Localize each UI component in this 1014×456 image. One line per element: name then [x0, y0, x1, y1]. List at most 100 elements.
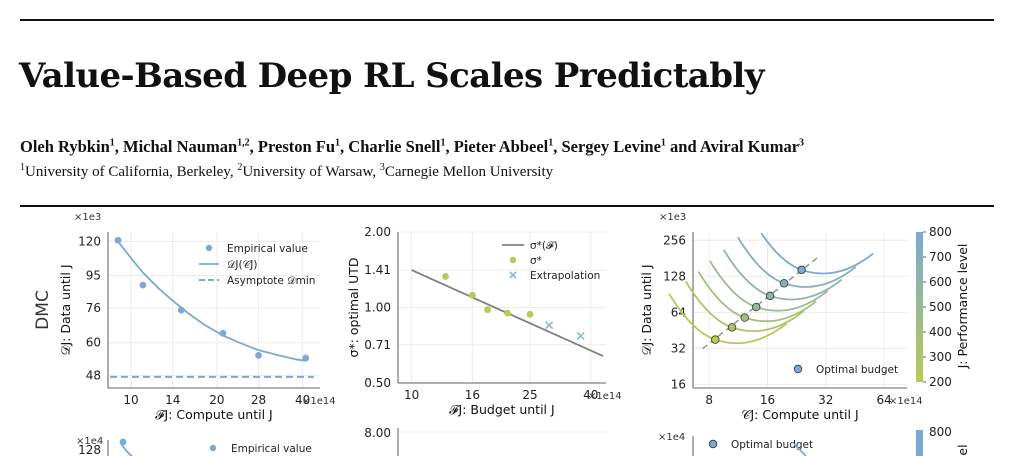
- x-tick-label: 14: [165, 393, 180, 407]
- legend-label: Asymptote 𝒟min: [227, 275, 315, 287]
- x-axis-label: 𝓕J: Compute until J: [155, 407, 272, 422]
- data-point: [139, 281, 147, 289]
- colorbar-label: el: [955, 444, 970, 455]
- optimal-point: [752, 302, 761, 312]
- y-tick-label: 0.71: [364, 338, 391, 352]
- cross-mark: [576, 331, 585, 341]
- x-tick-label: 40: [295, 393, 310, 407]
- affiliation-list: 1University of California, Berkeley, 2Un…: [20, 162, 553, 181]
- optimal-point: [711, 335, 720, 344]
- cross-mark: [545, 321, 554, 330]
- affiliation-separator: ,: [372, 164, 380, 180]
- iso-performance-curve: [668, 293, 788, 345]
- optimal-point: [740, 313, 749, 322]
- iso-performance-curve: [709, 260, 829, 312]
- y-tick-label: 8.00: [364, 426, 391, 440]
- y-tick-label: 128: [663, 269, 686, 283]
- y-tick-label: 95: [86, 269, 101, 283]
- affiliation-name: University of California, Berkeley: [25, 164, 230, 180]
- row-label: DMC: [33, 290, 53, 330]
- x-tick-label: 25: [522, 388, 537, 402]
- legend-label: Optimal budget: [816, 364, 898, 376]
- author-name: Pieter Abbeel: [453, 137, 549, 156]
- iso-performance-curve: [697, 271, 817, 323]
- author-separator: ,: [114, 137, 123, 156]
- colorbar: [916, 232, 923, 382]
- legend-label: Empirical value: [227, 243, 308, 255]
- data-point: [468, 291, 476, 299]
- affiliation-separator: ,: [229, 164, 238, 180]
- author-affiliation-mark: 1: [109, 137, 115, 149]
- author-name: Sergey Levine: [561, 137, 661, 156]
- iso-performance-curve: [737, 236, 857, 288]
- data-point: [119, 438, 127, 446]
- data-point: [484, 306, 491, 314]
- author-separator: ,: [553, 137, 562, 156]
- colorbar-tick-label: 600: [929, 275, 952, 289]
- author-affiliation-mark: 1: [660, 137, 666, 149]
- y-tick-label: 60: [86, 336, 101, 350]
- affiliation-name: University of Warsaw: [242, 164, 373, 180]
- author-name: Oleh Rybkin: [20, 137, 110, 156]
- x-tick-label: 10: [123, 393, 138, 407]
- x-tick-label: 20: [209, 393, 224, 407]
- y-multiplier: ×1e4: [76, 436, 103, 447]
- author-separator: and: [665, 137, 700, 156]
- x-tick-label: 40: [583, 388, 598, 402]
- author-affiliation-mark: 1,2: [237, 137, 250, 149]
- fit-curve: [120, 442, 133, 456]
- y-tick-label: 128: [78, 443, 101, 456]
- colorbar-tick-label: 800: [929, 425, 952, 439]
- iso-performance-curve: [723, 249, 843, 301]
- legend-marker-points: [509, 256, 517, 264]
- y-multiplier: ×1e3: [74, 212, 101, 223]
- legend-marker-optimal: [708, 439, 718, 449]
- legend-label: Empirical value: [231, 443, 312, 455]
- author-affiliation-mark: 1: [440, 137, 446, 149]
- x-tick-label: 10: [404, 388, 419, 402]
- optimal-point: [727, 323, 737, 332]
- y-tick-label: 2.00: [364, 225, 391, 239]
- colorbar-tick-label: 700: [929, 250, 952, 264]
- x-axis-label: 𝒞J: Compute until J: [741, 407, 858, 422]
- y-tick-label: 64: [671, 305, 686, 319]
- y-axis-label: σ*: optimal UTD: [346, 257, 361, 357]
- legend-label: σ*: [530, 255, 542, 267]
- iso-performance-curve: [760, 232, 874, 275]
- author-name: Aviral Kumar: [699, 137, 800, 156]
- legend-marker-extrapolation: [509, 271, 517, 279]
- x-tick-label: 32: [818, 393, 833, 407]
- x-multiplier: ×1e14: [302, 396, 336, 407]
- affiliation-mark: 1: [20, 162, 25, 173]
- colorbar-tick-label: 300: [929, 350, 952, 364]
- colorbar-tick-label: 500: [929, 300, 952, 314]
- colorbar-label: J: Performance level: [955, 244, 970, 370]
- x-tick-label: 16: [465, 388, 480, 402]
- iso-performance-curve: [685, 280, 805, 333]
- top-rule: [20, 19, 994, 21]
- x-axis-label: 𝓕J: Budget until J: [449, 402, 554, 417]
- affiliation-mark: 3: [379, 162, 385, 173]
- author-affiliation-mark: 1: [548, 137, 554, 149]
- author-list: Oleh Rybkin1, Michal Nauman1,2, Preston …: [20, 137, 804, 157]
- author-affiliation-mark: 3: [799, 137, 805, 149]
- legend-marker-empirical: [209, 444, 217, 452]
- data-point: [177, 306, 185, 314]
- y-tick-label: 1.41: [364, 263, 391, 277]
- colorbar-tick-label: 400: [929, 325, 952, 339]
- legend-label: Optimal budget: [731, 439, 813, 451]
- x-tick-label: 8: [705, 393, 713, 407]
- y-tick-label: 76: [86, 301, 101, 315]
- x-tick-label: 16: [760, 393, 775, 407]
- data-point: [504, 309, 511, 317]
- x-multiplier: ×1e14: [889, 396, 923, 407]
- colorbar: [916, 430, 923, 456]
- y-tick-label: 120: [78, 234, 101, 248]
- legend-label: Extrapolation: [530, 270, 600, 282]
- optimal-point: [779, 279, 789, 288]
- data-point: [219, 329, 227, 337]
- optimal-point: [797, 265, 806, 275]
- optimal-point: [765, 291, 775, 301]
- legend-marker-empirical: [205, 244, 213, 252]
- y-tick-label: 256: [663, 233, 686, 247]
